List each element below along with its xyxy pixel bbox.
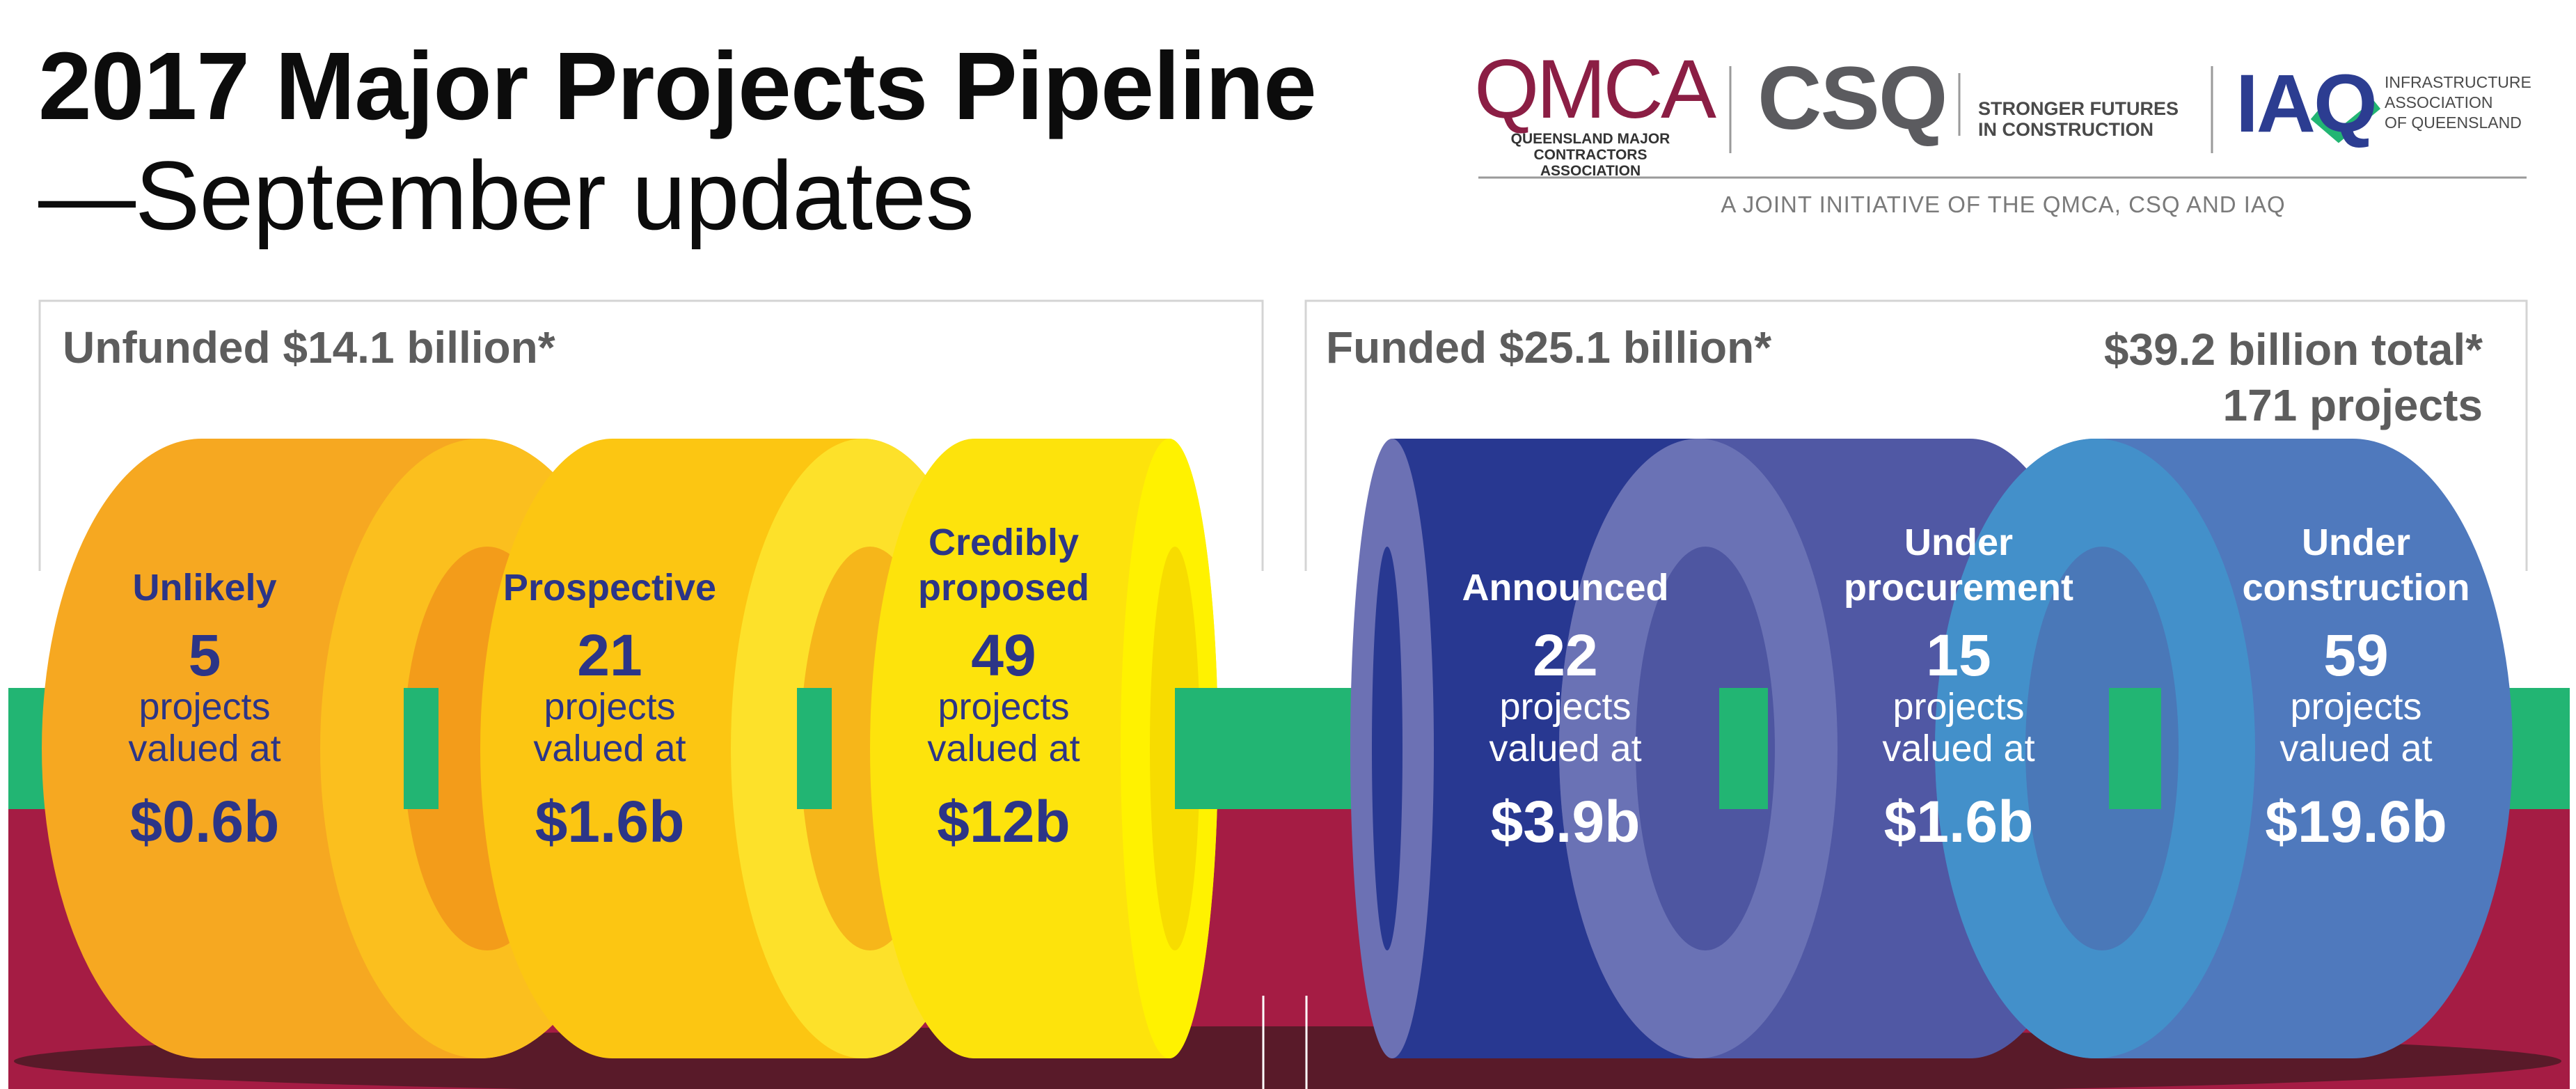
csq-logo-caption: STRONGER FUTURES IN CONSTRUCTION <box>1978 98 2179 140</box>
cylinder-credibly-proposed <box>870 439 1286 1058</box>
stage-unit: valued at <box>533 728 686 770</box>
stage-value: $12b <box>937 788 1070 854</box>
stage-name: proposed <box>917 566 1089 609</box>
stage-unit: valued at <box>927 728 1080 770</box>
stage-count: 21 <box>577 622 642 688</box>
stage-name: Under <box>1904 522 2013 563</box>
stage-unit: valued at <box>1489 728 1642 770</box>
stage-under-construction: Under construction 59 projects valued at… <box>2210 520 2502 851</box>
stage-count: 22 <box>1533 622 1598 688</box>
total-projects: 171 projects <box>2222 380 2483 430</box>
stage-unit: valued at <box>2279 728 2433 770</box>
stage-count: 59 <box>2323 622 2389 688</box>
stage-name: procurement <box>1843 566 2074 609</box>
stage-value: $0.6b <box>129 789 280 855</box>
stage-unit: projects <box>139 685 271 728</box>
stage-name: Announced <box>1462 567 1669 609</box>
stage-unit: projects <box>2290 685 2422 728</box>
csq-logo: CSQ <box>1757 49 1947 148</box>
stage-announced: Announced 22 projects valued at $3.9b <box>1419 565 1712 851</box>
stage-name: construction <box>2242 566 2470 609</box>
stage-value: $3.9b <box>1490 789 1641 855</box>
stage-under-procurement: Under procurement 15 projects valued at … <box>1812 520 2105 851</box>
stage-unit: projects <box>544 685 676 728</box>
funded-frame <box>1304 299 2528 571</box>
unfunded-heading: Unfunded $14.1 billion* <box>63 322 555 373</box>
stage-count: 49 <box>971 622 1036 688</box>
stage-count: 15 <box>1926 622 1991 688</box>
qmca-logo: QMCA <box>1474 42 1716 136</box>
stage-unit: valued at <box>1882 728 2035 770</box>
stage-prospective: Prospective 21 projects valued at $1.6b <box>464 565 756 851</box>
joint-initiative-note: A JOINT INITIATIVE OF THE QMCA, CSQ AND … <box>1721 191 2286 217</box>
stage-name: Under <box>2301 522 2410 563</box>
stage-unit: projects <box>1893 685 2025 728</box>
iaq-logo: IAQ <box>2236 58 2378 150</box>
stage-unit: projects <box>938 685 1070 728</box>
stage-credibly-proposed: Credibly proposed 49 projects valued at … <box>858 520 1150 851</box>
total-summary: $39.2 billion total* 171 projects <box>2104 322 2483 433</box>
stage-name: Credibly <box>928 522 1080 563</box>
stage-value: $1.6b <box>1883 788 2034 854</box>
page-title: 2017 Major Projects Pipeline <box>38 33 1317 140</box>
stage-value: $1.6b <box>535 789 685 855</box>
stage-name: Unlikely <box>132 567 277 609</box>
iaq-check-icon <box>2310 100 2381 143</box>
stage-count: 5 <box>188 622 221 688</box>
cylinder-under-construction <box>1935 439 2513 1058</box>
unfunded-frame <box>38 299 1264 571</box>
stage-unlikely: Unlikely 5 projects valued at $0.6b <box>58 565 351 851</box>
stage-value: $19.6b <box>2265 788 2447 854</box>
page-subtitle: —September updates <box>38 141 974 250</box>
iaq-logo-caption: INFRASTRUCTURE ASSOCIATION OF QUEENSLAND <box>2385 73 2531 132</box>
qmca-logo-caption: QUEENSLAND MAJOR CONTRACTORS ASSOCIATION <box>1510 131 1670 180</box>
stage-unit: valued at <box>128 728 281 770</box>
stage-name: Prospective <box>503 567 717 609</box>
total-value: $39.2 billion total* <box>2103 324 2483 375</box>
funded-heading: Funded $25.1 billion* <box>1326 322 1772 373</box>
stage-unit: projects <box>1499 685 1631 728</box>
